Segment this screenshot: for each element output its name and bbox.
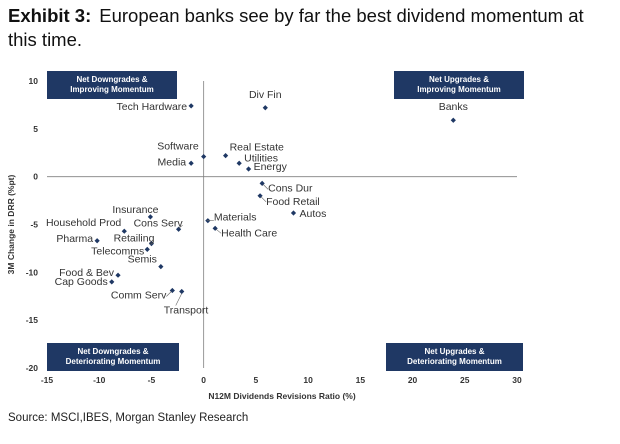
leader-line [178,225,183,229]
data-point [290,210,297,216]
x-tick-label: 30 [512,375,522,385]
leader-line [175,293,183,306]
data-point [179,288,185,295]
data-point [188,160,194,166]
data-point [176,226,182,232]
point-label: Insurance [112,204,158,216]
point-label: Software [157,141,199,153]
y-tick-label: -20 [26,363,39,373]
point-label: Semis [128,254,157,266]
x-tick-label: 25 [460,375,470,385]
y-tick-label: 5 [33,124,38,134]
exhibit-title-text: European banks see by far the best divid… [8,5,584,50]
point-label: Tech Hardware [117,101,188,113]
data-point [201,153,207,160]
x-tick-label: -15 [41,375,54,385]
data-point [450,117,456,123]
leader-line [262,184,269,190]
data-point [259,180,265,186]
data-point [109,279,115,285]
data-point [115,272,121,278]
point-label: Transport [164,304,209,316]
x-tick-label: 0 [201,375,206,385]
exhibit-title: Exhibit 3: European banks see by far the … [8,4,614,52]
point-label: Cons Dur [268,182,313,194]
point-label: Retailing [114,233,155,245]
y-tick-label: 10 [29,76,39,86]
quadrant-box-tr [394,71,524,99]
quadrant-label-br: Net Upgrades & [424,347,484,356]
quadrant-box-bl [47,343,179,371]
y-tick-label: -10 [26,267,39,277]
point-label: Cons Serv [134,217,184,229]
x-tick-label: 5 [254,375,259,385]
leader-line [260,196,267,203]
quadrant-box-tl [47,71,177,99]
x-tick-label: -10 [93,375,106,385]
point-label: Pharma [56,233,93,245]
point-label: Div Fin [249,89,282,101]
point-label: Utilities [244,152,278,164]
data-point [188,103,194,109]
data-point [121,228,127,234]
point-label: Media [158,156,187,168]
data-point [262,105,268,111]
y-tick-label: 0 [33,172,38,182]
source-note: Source: MSCI,IBES, Morgan Stanley Resear… [8,412,249,424]
quadrant-label-tr: Net Upgrades & [429,75,489,84]
leader-line [215,229,222,234]
x-tick-label: 10 [303,375,313,385]
quadrant-box-br [386,343,523,371]
quadrant-label-br: Deteriorating Momentum [407,357,502,366]
data-point [223,153,229,159]
point-label: Banks [439,101,468,113]
point-label: Telecomms [91,245,144,257]
leader-line [150,242,154,245]
point-label: Materials [214,212,257,224]
y-tick-label: -5 [30,220,38,230]
x-tick-label: 20 [408,375,418,385]
data-point [144,246,150,252]
quadrant-label-tr: Improving Momentum [417,85,501,94]
point-label: Health Care [221,227,277,239]
data-point [158,263,164,270]
quadrant-label-tl: Net Downgrades & [76,75,147,84]
point-label: Real Estate [230,142,284,154]
quadrant-label-tl: Improving Momentum [70,85,154,94]
exhibit-number: Exhibit 3: [8,5,92,26]
x-tick-label: 15 [356,375,366,385]
x-axis-title: N12M Dividends Revisions Ratio (%) [208,391,356,401]
data-point [245,166,252,172]
y-tick-label: -15 [26,315,39,325]
point-label: Comm Serv [111,290,167,302]
point-label: Energy [254,161,288,173]
data-point [147,214,153,220]
quadrant-label-bl: Deteriorating Momentum [66,357,161,366]
quadrant-label-bl: Net Downgrades & [77,347,148,356]
data-point [94,238,100,244]
y-axis-title: 3M Change in DRR (%pt) [6,175,16,275]
point-label: Household Prod [46,217,121,229]
point-label: Food & Bev [59,267,115,279]
x-tick-label: -5 [148,375,156,385]
point-label: Food Retail [266,196,320,208]
point-label: Cap Goods [55,276,108,288]
data-point [236,160,242,166]
point-label: Autos [299,208,326,220]
leader-line [166,291,172,297]
